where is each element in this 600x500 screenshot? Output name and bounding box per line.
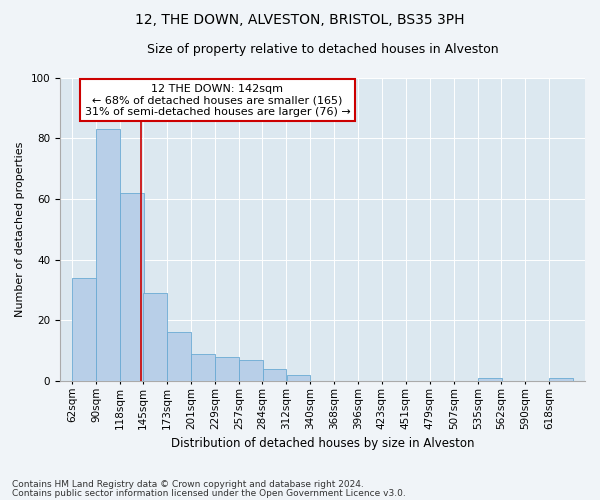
Bar xyxy=(167,332,191,381)
Title: Size of property relative to detached houses in Alveston: Size of property relative to detached ho… xyxy=(146,42,498,56)
Bar xyxy=(239,360,263,381)
Bar xyxy=(143,293,167,381)
Bar xyxy=(287,375,310,381)
Bar xyxy=(478,378,502,381)
Bar xyxy=(96,129,120,381)
Bar xyxy=(215,356,239,381)
Text: 12 THE DOWN: 142sqm
← 68% of detached houses are smaller (165)
31% of semi-detac: 12 THE DOWN: 142sqm ← 68% of detached ho… xyxy=(85,84,350,117)
Bar xyxy=(263,369,286,381)
Bar xyxy=(191,354,215,381)
Text: 12, THE DOWN, ALVESTON, BRISTOL, BS35 3PH: 12, THE DOWN, ALVESTON, BRISTOL, BS35 3P… xyxy=(135,12,465,26)
Text: Contains HM Land Registry data © Crown copyright and database right 2024.: Contains HM Land Registry data © Crown c… xyxy=(12,480,364,489)
Bar xyxy=(72,278,95,381)
Y-axis label: Number of detached properties: Number of detached properties xyxy=(15,142,25,317)
X-axis label: Distribution of detached houses by size in Alveston: Distribution of detached houses by size … xyxy=(171,437,474,450)
Bar xyxy=(120,193,144,381)
Bar xyxy=(549,378,573,381)
Text: Contains public sector information licensed under the Open Government Licence v3: Contains public sector information licen… xyxy=(12,488,406,498)
